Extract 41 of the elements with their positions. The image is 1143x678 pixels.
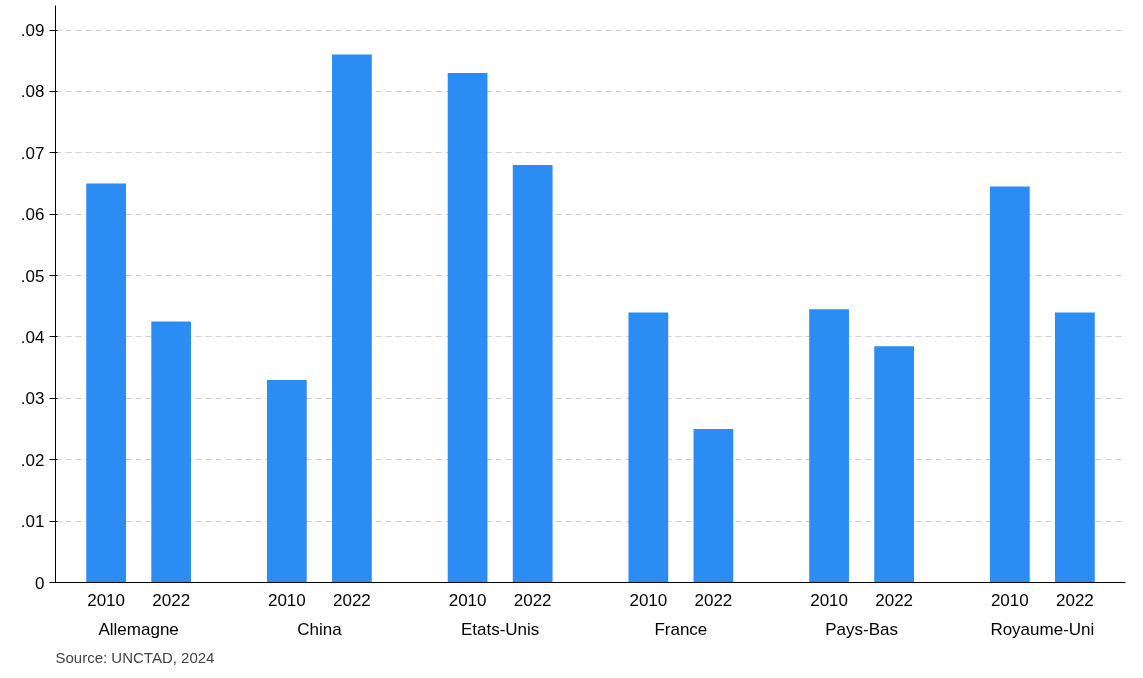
series-label: 2022 xyxy=(152,590,191,610)
bar xyxy=(989,186,1030,583)
text: 2022 xyxy=(875,590,914,610)
bar xyxy=(874,346,915,583)
bar xyxy=(86,183,126,583)
bar xyxy=(1055,312,1095,583)
x-tick-label: Allemagne xyxy=(98,619,179,639)
text: 2022 xyxy=(513,590,552,610)
bar xyxy=(447,73,488,583)
bar xyxy=(332,54,372,583)
y-tick-label: .06 xyxy=(20,205,45,225)
bar xyxy=(809,309,849,583)
x-tick-label: France xyxy=(654,619,708,639)
y-tick-label: .04 xyxy=(20,327,45,347)
text: 2022 xyxy=(333,590,371,610)
text: 2010 xyxy=(267,590,306,610)
x-tick-label: Etats-Unis xyxy=(460,619,540,639)
text: 2022 xyxy=(694,590,733,610)
bar xyxy=(693,429,734,583)
text: 2022 xyxy=(1055,590,1094,610)
text: 2010 xyxy=(810,590,848,610)
y-tick-label: 0 xyxy=(35,573,45,593)
y-tick-label: .05 xyxy=(20,266,45,286)
text: 2010 xyxy=(990,590,1029,610)
text: 2010 xyxy=(448,590,487,610)
bar xyxy=(512,165,553,583)
x-tick-label: Royaume-Uni xyxy=(990,619,1095,639)
y-tick-label: .03 xyxy=(20,389,45,409)
y-tick-label: .08 xyxy=(20,82,45,102)
y-tick-label: .07 xyxy=(20,143,45,163)
x-tick-label: China xyxy=(297,619,343,639)
bar xyxy=(266,379,307,583)
y-tick-label: .09 xyxy=(20,21,45,41)
bar xyxy=(151,321,192,583)
x-tick-label: Pays-Bas xyxy=(825,619,898,639)
source-note: Source: UNCTAD, 2024 xyxy=(55,648,215,666)
series-label: 2010 xyxy=(87,590,126,610)
y-tick-label: .01 xyxy=(20,512,45,532)
bar xyxy=(628,312,669,583)
y-tick-label: .02 xyxy=(20,450,45,470)
text: 2010 xyxy=(629,590,668,610)
